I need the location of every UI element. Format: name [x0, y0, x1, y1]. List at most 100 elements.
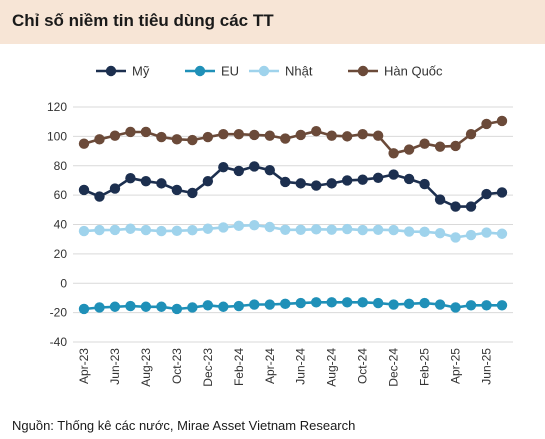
data-point — [264, 221, 275, 233]
data-point — [125, 173, 136, 184]
y-tick-label: 120 — [47, 100, 67, 114]
data-point — [419, 138, 430, 149]
data-point — [218, 222, 229, 233]
x-tick-label: Apr-25 — [449, 348, 463, 384]
y-axis: -40 -20 0 20 40 60 80 100 120 — [47, 100, 67, 349]
data-point — [403, 298, 415, 310]
chart-title: Chỉ số niềm tin tiêu dùng các TT — [12, 11, 274, 30]
x-tick-label: Dec-24 — [387, 348, 401, 387]
data-point — [372, 130, 384, 141]
y-tick-label: -40 — [50, 335, 68, 349]
y-tick-label: 20 — [54, 247, 68, 261]
data-point — [233, 128, 245, 140]
series-line — [83, 165, 503, 208]
data-point — [295, 129, 306, 141]
data-point — [388, 224, 399, 236]
data-point — [403, 144, 415, 155]
data-point — [187, 225, 198, 236]
data-point — [94, 191, 105, 202]
data-point — [481, 118, 492, 130]
data-point — [465, 201, 477, 212]
data-point — [109, 130, 121, 141]
data-point — [450, 201, 461, 212]
data-point — [109, 183, 121, 194]
data-point — [187, 302, 198, 313]
data-point — [326, 178, 337, 189]
data-point — [419, 297, 430, 309]
data-point — [140, 126, 152, 138]
data-point — [403, 226, 415, 237]
data-point — [202, 300, 214, 311]
data-point — [311, 126, 322, 137]
y-tick-label: 80 — [54, 159, 68, 173]
x-tick-label: Oct-24 — [356, 348, 370, 384]
data-point — [94, 302, 105, 313]
data-point — [280, 133, 291, 144]
series-line — [83, 223, 503, 239]
data-point — [187, 187, 198, 199]
x-tick-label: Jun-23 — [108, 348, 122, 385]
data-point — [233, 300, 245, 312]
legend-marker — [194, 65, 206, 77]
data-point — [233, 220, 245, 232]
data-point — [326, 297, 337, 308]
x-tick-label: Jun-25 — [480, 348, 494, 385]
legend-marker — [357, 65, 369, 77]
x-tick-label: Apr-23 — [77, 348, 91, 384]
data-point — [326, 130, 337, 141]
y-tick-label: 100 — [47, 129, 67, 143]
data-point — [140, 175, 152, 187]
series-layer — [78, 115, 508, 315]
data-point — [202, 131, 214, 143]
data-point — [171, 303, 183, 315]
data-point — [295, 224, 306, 235]
data-point — [156, 225, 167, 237]
y-tick-label: 40 — [54, 218, 68, 232]
data-point — [264, 164, 275, 176]
x-tick-label: Aug-23 — [139, 348, 153, 387]
title-band: Chỉ số niềm tin tiêu dùng các TT — [0, 0, 545, 44]
data-point — [94, 224, 105, 236]
data-point — [78, 303, 90, 315]
data-point — [140, 301, 152, 312]
legend-label: Mỹ — [132, 64, 150, 79]
data-point — [496, 228, 508, 239]
data-point — [434, 141, 446, 152]
data-point — [357, 128, 368, 140]
data-point — [140, 224, 152, 236]
data-point — [311, 224, 322, 235]
data-point — [341, 131, 353, 142]
x-axis: Apr-23 Jun-23 Aug-23 Oct-23 Dec-23 Feb-24 Apr-… — [77, 348, 494, 387]
data-point — [280, 176, 291, 188]
data-point — [156, 301, 167, 312]
data-point — [249, 220, 260, 231]
data-point — [496, 187, 508, 198]
data-point — [434, 194, 446, 205]
data-point — [249, 129, 260, 141]
data-point — [109, 224, 121, 236]
data-point — [202, 223, 214, 234]
data-point — [481, 300, 492, 311]
data-point — [465, 128, 477, 140]
data-point — [202, 175, 214, 187]
legend: Mỹ EU Nhật Hàn Quốc — [96, 64, 443, 79]
data-point — [388, 299, 399, 310]
legend-label: EU — [221, 64, 239, 79]
x-tick-label: Dec-23 — [201, 348, 215, 387]
data-point — [434, 227, 446, 239]
data-point — [187, 134, 198, 146]
data-point — [295, 297, 306, 309]
line-chart: Mỹ EU Nhật Hàn Quốc -40 -20 0 20 40 60 80 100 120 A… — [47, 64, 513, 387]
legend-label: Hàn Quốc — [384, 64, 443, 79]
data-point — [388, 148, 399, 159]
data-point — [171, 225, 183, 237]
data-point — [218, 162, 229, 173]
data-point — [372, 224, 384, 235]
data-point — [419, 178, 430, 190]
data-point — [311, 297, 322, 308]
y-tick-label: 60 — [54, 188, 68, 202]
data-point — [78, 138, 90, 149]
legend-marker — [258, 65, 270, 77]
data-point — [419, 226, 430, 238]
data-point — [109, 301, 121, 312]
